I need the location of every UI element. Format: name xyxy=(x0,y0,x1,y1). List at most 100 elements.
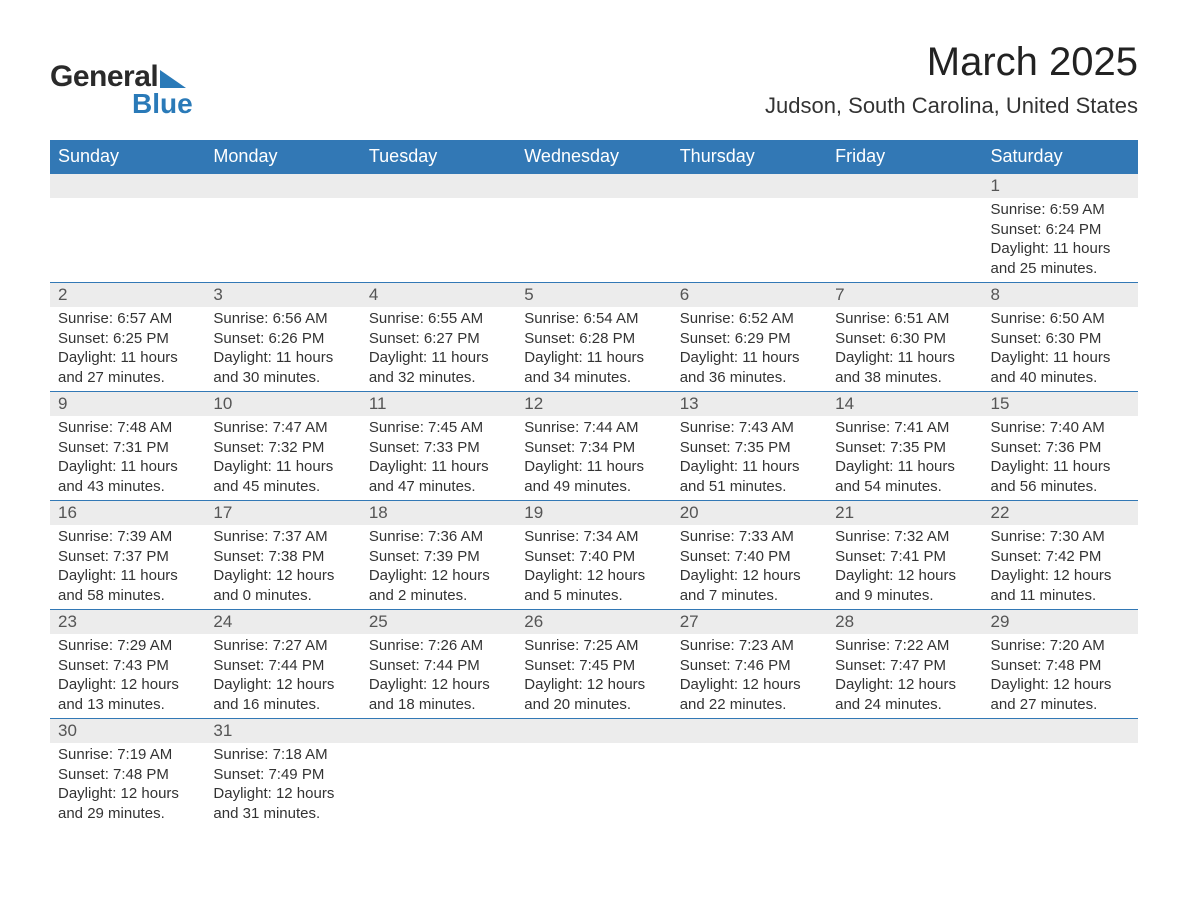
day-detail-cell: Sunrise: 7:23 AMSunset: 7:46 PMDaylight:… xyxy=(672,634,827,719)
sunset-text: Sunset: 7:41 PM xyxy=(835,547,974,567)
daylight-line1: Daylight: 11 hours xyxy=(524,457,663,477)
sunrise-text: Sunrise: 7:33 AM xyxy=(680,527,819,547)
day-number-cell: 16 xyxy=(50,501,205,526)
day-detail-cell: Sunrise: 7:32 AMSunset: 7:41 PMDaylight:… xyxy=(827,525,982,610)
day-detail-cell: Sunrise: 7:48 AMSunset: 7:31 PMDaylight:… xyxy=(50,416,205,501)
daylight-line1: Daylight: 11 hours xyxy=(835,457,974,477)
daylight-line1: Daylight: 12 hours xyxy=(835,566,974,586)
daylight-line1: Daylight: 11 hours xyxy=(991,239,1130,259)
daylight-line2: and 56 minutes. xyxy=(991,477,1130,497)
daylight-line2: and 54 minutes. xyxy=(835,477,974,497)
day-number-cell: 14 xyxy=(827,392,982,417)
sunset-text: Sunset: 6:26 PM xyxy=(213,329,352,349)
calendar-header-row: Sunday Monday Tuesday Wednesday Thursday… xyxy=(50,140,1138,174)
daylight-line2: and 43 minutes. xyxy=(58,477,197,497)
day-detail-cell xyxy=(827,743,982,827)
day-number-cell: 6 xyxy=(672,283,827,308)
day-detail-cell: Sunrise: 6:51 AMSunset: 6:30 PMDaylight:… xyxy=(827,307,982,392)
day-number-cell xyxy=(672,174,827,199)
sunrise-text: Sunrise: 7:47 AM xyxy=(213,418,352,438)
day-detail-cell: Sunrise: 6:56 AMSunset: 6:26 PMDaylight:… xyxy=(205,307,360,392)
daylight-line1: Daylight: 12 hours xyxy=(524,566,663,586)
sunset-text: Sunset: 7:44 PM xyxy=(369,656,508,676)
sunset-text: Sunset: 7:39 PM xyxy=(369,547,508,567)
day-number-cell: 21 xyxy=(827,501,982,526)
daylight-line2: and 13 minutes. xyxy=(58,695,197,715)
daylight-line1: Daylight: 11 hours xyxy=(524,348,663,368)
daylight-line2: and 34 minutes. xyxy=(524,368,663,388)
col-head-tue: Tuesday xyxy=(361,140,516,174)
daylight-line2: and 7 minutes. xyxy=(680,586,819,606)
day-detail-cell: Sunrise: 6:57 AMSunset: 6:25 PMDaylight:… xyxy=(50,307,205,392)
day-number-cell: 10 xyxy=(205,392,360,417)
day-number-cell xyxy=(205,174,360,199)
sunset-text: Sunset: 7:35 PM xyxy=(835,438,974,458)
day-number-cell: 11 xyxy=(361,392,516,417)
title-block: March 2025 Judson, South Carolina, Unite… xyxy=(765,40,1138,119)
sunrise-text: Sunrise: 7:39 AM xyxy=(58,527,197,547)
calendar-table: Sunday Monday Tuesday Wednesday Thursday… xyxy=(50,140,1138,827)
week-detail-row: Sunrise: 6:59 AMSunset: 6:24 PMDaylight:… xyxy=(50,198,1138,283)
day-detail-cell: Sunrise: 7:25 AMSunset: 7:45 PMDaylight:… xyxy=(516,634,671,719)
day-number-cell: 24 xyxy=(205,610,360,635)
week-daynum-row: 3031 xyxy=(50,719,1138,744)
day-number-cell xyxy=(516,719,671,744)
day-number-cell: 9 xyxy=(50,392,205,417)
daylight-line2: and 45 minutes. xyxy=(213,477,352,497)
daylight-line2: and 25 minutes. xyxy=(991,259,1130,279)
daylight-line1: Daylight: 12 hours xyxy=(58,675,197,695)
day-detail-cell: Sunrise: 7:36 AMSunset: 7:39 PMDaylight:… xyxy=(361,525,516,610)
daylight-line1: Daylight: 12 hours xyxy=(680,566,819,586)
day-detail-cell xyxy=(516,743,671,827)
daylight-line1: Daylight: 11 hours xyxy=(680,348,819,368)
daylight-line1: Daylight: 12 hours xyxy=(835,675,974,695)
sunset-text: Sunset: 7:36 PM xyxy=(991,438,1130,458)
sunset-text: Sunset: 7:45 PM xyxy=(524,656,663,676)
day-number-cell: 2 xyxy=(50,283,205,308)
day-detail-cell: Sunrise: 7:43 AMSunset: 7:35 PMDaylight:… xyxy=(672,416,827,501)
week-detail-row: Sunrise: 6:57 AMSunset: 6:25 PMDaylight:… xyxy=(50,307,1138,392)
daylight-line2: and 18 minutes. xyxy=(369,695,508,715)
sunrise-text: Sunrise: 7:29 AM xyxy=(58,636,197,656)
day-detail-cell: Sunrise: 6:50 AMSunset: 6:30 PMDaylight:… xyxy=(983,307,1138,392)
sunset-text: Sunset: 6:29 PM xyxy=(680,329,819,349)
day-number-cell: 12 xyxy=(516,392,671,417)
day-number-cell: 4 xyxy=(361,283,516,308)
day-detail-cell: Sunrise: 7:26 AMSunset: 7:44 PMDaylight:… xyxy=(361,634,516,719)
week-daynum-row: 2345678 xyxy=(50,283,1138,308)
day-detail-cell xyxy=(205,198,360,283)
day-number-cell: 22 xyxy=(983,501,1138,526)
week-daynum-row: 16171819202122 xyxy=(50,501,1138,526)
col-head-fri: Friday xyxy=(827,140,982,174)
sunset-text: Sunset: 7:43 PM xyxy=(58,656,197,676)
day-detail-cell: Sunrise: 7:41 AMSunset: 7:35 PMDaylight:… xyxy=(827,416,982,501)
sunrise-text: Sunrise: 7:34 AM xyxy=(524,527,663,547)
sunset-text: Sunset: 7:35 PM xyxy=(680,438,819,458)
sunset-text: Sunset: 7:47 PM xyxy=(835,656,974,676)
day-number-cell: 20 xyxy=(672,501,827,526)
day-detail-cell: Sunrise: 7:30 AMSunset: 7:42 PMDaylight:… xyxy=(983,525,1138,610)
sunset-text: Sunset: 7:40 PM xyxy=(680,547,819,567)
daylight-line1: Daylight: 12 hours xyxy=(213,566,352,586)
week-daynum-row: 23242526272829 xyxy=(50,610,1138,635)
daylight-line2: and 40 minutes. xyxy=(991,368,1130,388)
daylight-line1: Daylight: 12 hours xyxy=(991,566,1130,586)
sunset-text: Sunset: 7:49 PM xyxy=(213,765,352,785)
day-detail-cell: Sunrise: 7:44 AMSunset: 7:34 PMDaylight:… xyxy=(516,416,671,501)
sunset-text: Sunset: 7:48 PM xyxy=(991,656,1130,676)
daylight-line2: and 29 minutes. xyxy=(58,804,197,824)
col-head-mon: Monday xyxy=(205,140,360,174)
daylight-line2: and 38 minutes. xyxy=(835,368,974,388)
sunset-text: Sunset: 7:42 PM xyxy=(991,547,1130,567)
day-number-cell: 1 xyxy=(983,174,1138,199)
sunrise-text: Sunrise: 7:36 AM xyxy=(369,527,508,547)
day-number-cell: 5 xyxy=(516,283,671,308)
sunrise-text: Sunrise: 7:26 AM xyxy=(369,636,508,656)
day-detail-cell: Sunrise: 7:18 AMSunset: 7:49 PMDaylight:… xyxy=(205,743,360,827)
day-detail-cell: Sunrise: 7:19 AMSunset: 7:48 PMDaylight:… xyxy=(50,743,205,827)
day-number-cell: 18 xyxy=(361,501,516,526)
day-detail-cell xyxy=(50,198,205,283)
daylight-line2: and 22 minutes. xyxy=(680,695,819,715)
sunrise-text: Sunrise: 7:37 AM xyxy=(213,527,352,547)
day-number-cell: 25 xyxy=(361,610,516,635)
